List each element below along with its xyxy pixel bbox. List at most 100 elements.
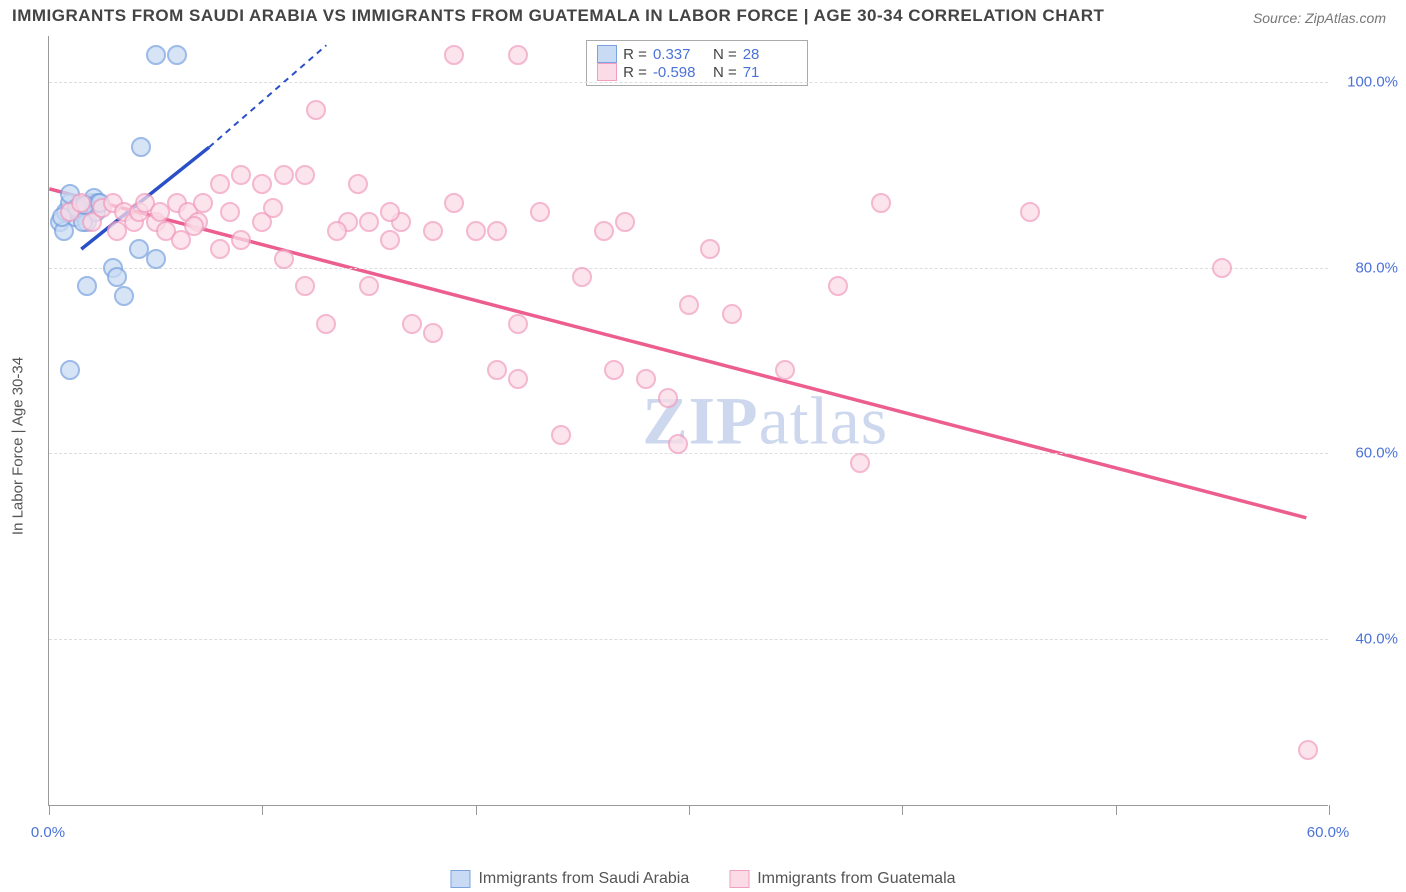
scatter-point	[231, 230, 251, 250]
scatter-point	[184, 216, 204, 236]
stats-legend: R =0.337N =28R =-0.598N =71	[586, 40, 808, 86]
scatter-point	[231, 165, 251, 185]
scatter-point	[508, 45, 528, 65]
scatter-point	[71, 193, 91, 213]
gridline	[49, 268, 1328, 269]
scatter-point	[295, 276, 315, 296]
scatter-point	[1212, 258, 1232, 278]
scatter-point	[1020, 202, 1040, 222]
source-label: Source: ZipAtlas.com	[1253, 10, 1386, 26]
scatter-point	[658, 388, 678, 408]
scatter-point	[131, 137, 151, 157]
scatter-point	[114, 286, 134, 306]
scatter-point	[551, 425, 571, 445]
gridline	[49, 82, 1328, 83]
xtick-label: 0.0%	[31, 824, 65, 841]
scatter-point	[146, 45, 166, 65]
scatter-point	[77, 276, 97, 296]
scatter-point	[252, 174, 272, 194]
trend-lines-svg	[49, 36, 1328, 805]
xtick	[902, 805, 903, 815]
scatter-point	[107, 267, 127, 287]
legend-swatch	[729, 870, 749, 888]
scatter-point	[380, 230, 400, 250]
n-label: N =	[713, 46, 737, 63]
scatter-point	[828, 276, 848, 296]
xtick	[1329, 805, 1330, 815]
scatter-point	[679, 295, 699, 315]
scatter-point	[60, 360, 80, 380]
legend-swatch	[450, 870, 470, 888]
scatter-point	[380, 202, 400, 222]
scatter-point	[572, 267, 592, 287]
scatter-point	[423, 221, 443, 241]
xtick-label: 60.0%	[1307, 824, 1350, 841]
y-axis-label: In Labor Force | Age 30-34	[10, 357, 27, 535]
scatter-point	[295, 165, 315, 185]
scatter-point	[871, 193, 891, 213]
scatter-point	[274, 165, 294, 185]
scatter-point	[508, 369, 528, 389]
scatter-point	[359, 212, 379, 232]
legend-label: Immigrants from Guatemala	[757, 870, 955, 888]
scatter-point	[220, 202, 240, 222]
scatter-point	[316, 314, 336, 334]
r-label: R =	[623, 64, 647, 81]
scatter-point	[668, 434, 688, 454]
scatter-point	[487, 221, 507, 241]
n-value: 28	[743, 46, 797, 63]
scatter-point	[444, 45, 464, 65]
scatter-point	[210, 174, 230, 194]
scatter-point	[594, 221, 614, 241]
legend-item: Immigrants from Saudi Arabia	[450, 870, 689, 888]
scatter-point	[306, 100, 326, 120]
n-label: N =	[713, 64, 737, 81]
ytick-label: 80.0%	[1355, 259, 1398, 276]
scatter-point	[775, 360, 795, 380]
r-value: 0.337	[653, 46, 707, 63]
gridline	[49, 453, 1328, 454]
scatter-point	[508, 314, 528, 334]
stats-legend-row: R = 0.337 N = 28	[597, 45, 797, 63]
scatter-point	[359, 276, 379, 296]
r-label: R =	[623, 46, 647, 63]
xtick	[1116, 805, 1117, 815]
chart-title: IMMIGRANTS FROM SAUDI ARABIA VS IMMIGRAN…	[12, 6, 1104, 26]
scatter-point	[466, 221, 486, 241]
xtick	[49, 805, 50, 815]
scatter-point	[604, 360, 624, 380]
plot-area: ZIPatlas R =0.337N =28R =-0.598N =71 40.…	[48, 36, 1328, 806]
scatter-point	[193, 193, 213, 213]
scatter-point	[423, 323, 443, 343]
gridline	[49, 639, 1328, 640]
legend-item: Immigrants from Guatemala	[729, 870, 955, 888]
scatter-point	[444, 193, 464, 213]
scatter-point	[700, 239, 720, 259]
legend-label: Immigrants from Saudi Arabia	[478, 870, 689, 888]
legend-swatch	[597, 45, 617, 63]
scatter-point	[274, 249, 294, 269]
xtick	[689, 805, 690, 815]
scatter-point	[263, 198, 283, 218]
scatter-point	[1298, 740, 1318, 760]
scatter-point	[487, 360, 507, 380]
bottom-legend: Immigrants from Saudi Arabia Immigrants f…	[450, 870, 955, 888]
scatter-point	[348, 174, 368, 194]
ytick-label: 60.0%	[1355, 445, 1398, 462]
scatter-point	[402, 314, 422, 334]
scatter-point	[210, 239, 230, 259]
scatter-point	[167, 45, 187, 65]
xtick	[476, 805, 477, 815]
scatter-point	[850, 453, 870, 473]
ytick-label: 40.0%	[1355, 631, 1398, 648]
scatter-point	[636, 369, 656, 389]
xtick	[262, 805, 263, 815]
r-value: -0.598	[653, 64, 707, 81]
scatter-point	[327, 221, 347, 241]
scatter-point	[615, 212, 635, 232]
ytick-label: 100.0%	[1347, 74, 1398, 91]
scatter-point	[722, 304, 742, 324]
scatter-point	[146, 249, 166, 269]
scatter-point	[530, 202, 550, 222]
stats-legend-row: R =-0.598N =71	[597, 63, 797, 81]
